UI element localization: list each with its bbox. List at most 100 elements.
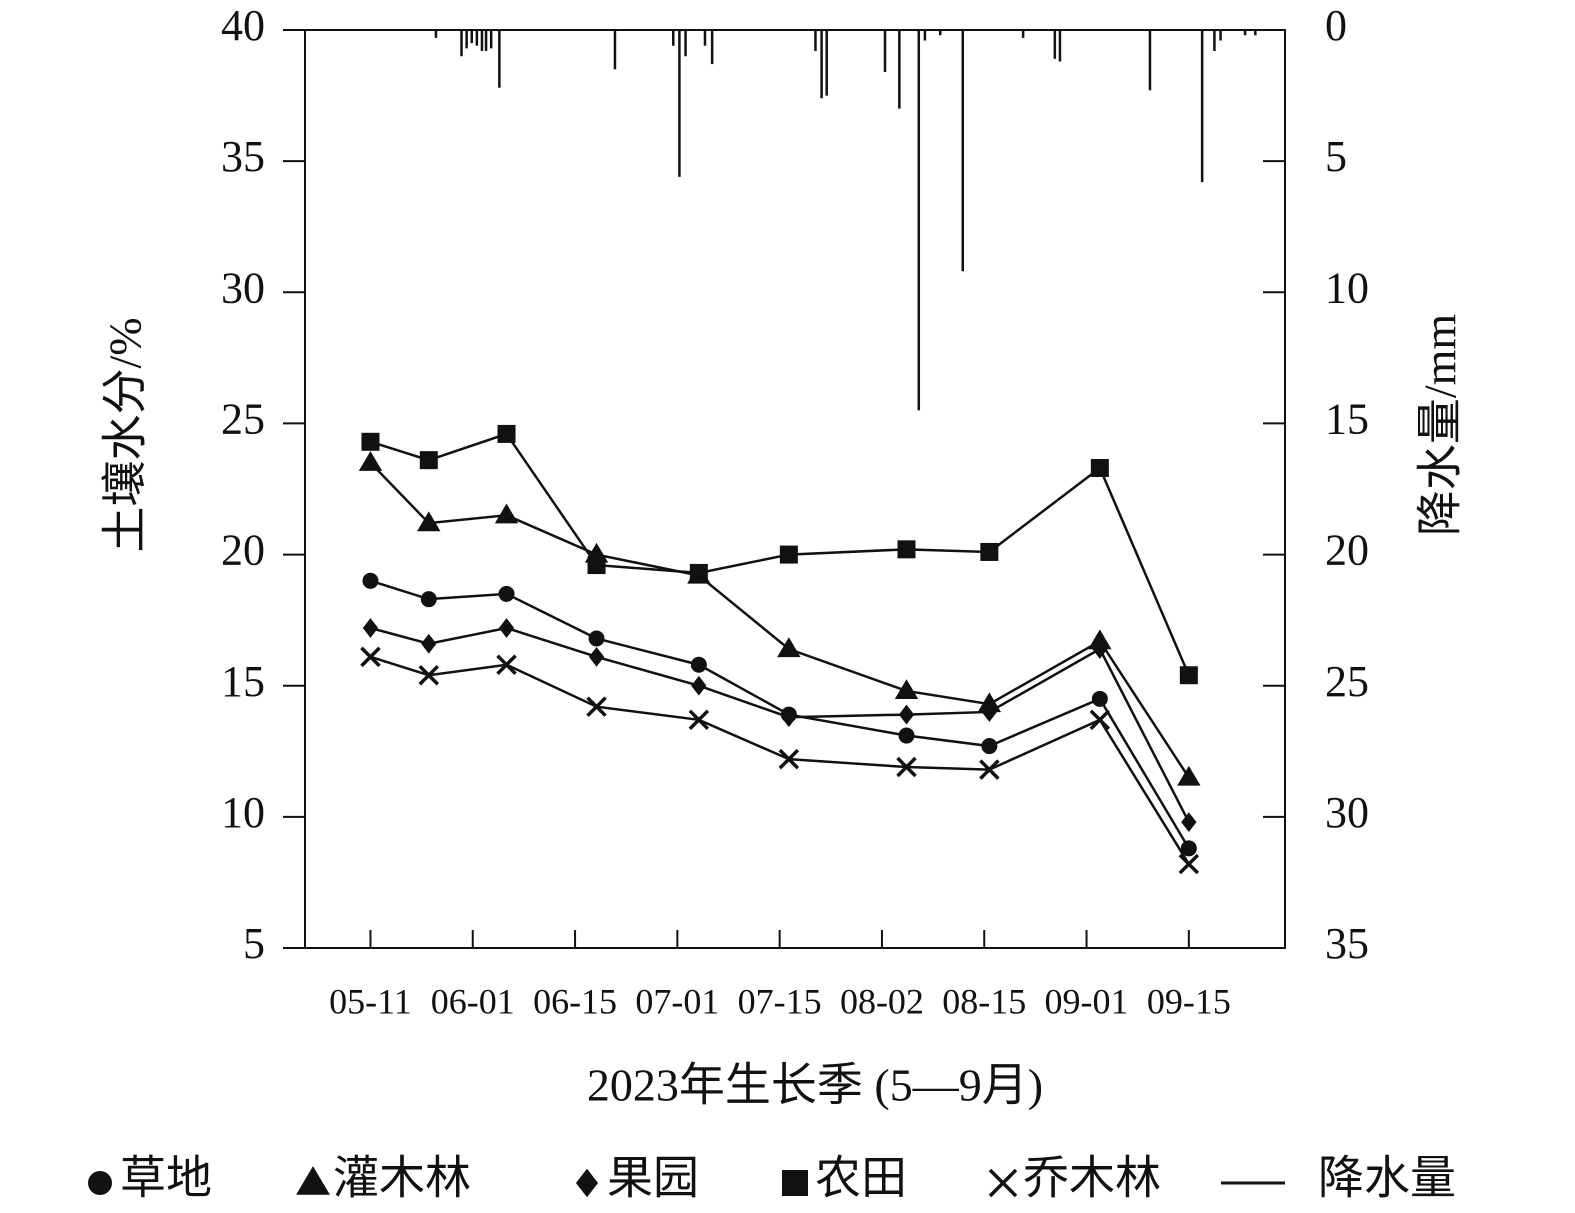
marker-square [361,432,380,451]
marker-shape [497,424,516,443]
x-tick-label: 07-01 [635,981,719,1021]
marker-shape [988,1168,1018,1198]
marker-shape [897,540,916,559]
marker-shape [777,637,801,658]
marker-circle [898,727,915,744]
marker-shape [1179,666,1198,685]
marker-square [587,556,606,575]
marker-square [779,545,798,564]
y2-tick-label: 0 [1325,1,1347,50]
marker-shape [588,630,605,647]
marker-square [1179,666,1198,685]
marker-shape [1092,639,1108,659]
y-tick-label: 30 [221,263,265,312]
marker-circle [1091,690,1108,707]
marker-square [689,563,708,582]
marker-shape [779,545,798,564]
series-line [369,461,1190,779]
marker-shape [498,618,515,638]
marker-shape [1089,709,1111,731]
series-line [370,655,1190,865]
y2-tick-label: 20 [1325,526,1369,575]
marker-triangle [894,679,919,700]
marker-shape [1091,690,1108,707]
marker-shape [494,503,519,524]
marker-triangle [296,1166,330,1195]
marker-shape [691,675,707,696]
y2-tick-label: 15 [1325,395,1369,444]
marker-shape [418,664,440,686]
marker-x [1178,853,1200,875]
marker-shape [980,542,999,561]
marker-shape [898,727,915,744]
marker-shape [575,1168,599,1198]
marker-circle [362,572,379,589]
y-tick-label: 25 [221,395,265,444]
marker-shape [88,1171,112,1195]
marker-circle [498,585,515,602]
marker-shape [1181,812,1197,833]
marker-triangle [417,511,441,532]
x-axis-title: 2023年生长季 (5—9月) [587,1060,1043,1111]
marker-diamond [588,646,605,667]
marker-diamond [981,702,998,722]
marker-circle [981,738,998,755]
marker-circle [88,1171,112,1195]
series-line [370,579,1190,849]
y2-axis-title: 降水量/mm [1415,314,1466,537]
marker-x [896,756,917,778]
marker-square [1090,459,1109,478]
x-tick-label: 07-15 [738,981,822,1021]
marker-x [586,696,607,717]
marker-circle [1180,840,1197,857]
marker-shape [498,585,515,602]
marker-shape [782,1170,808,1196]
marker-shape [898,704,915,725]
marker-shape [1180,840,1197,857]
marker-shape [417,511,441,532]
marker-square [897,540,916,559]
marker-shape [689,563,708,582]
marker-x [418,664,440,686]
marker-square [419,451,438,470]
y2-tick-label: 10 [1325,263,1369,312]
series-line [370,626,1190,823]
marker-diamond [575,1168,599,1198]
marker-x [988,1168,1018,1198]
marker-shape [1178,853,1200,875]
y2-tick-label: 30 [1325,788,1369,837]
marker-shape [688,709,710,731]
marker-diamond [898,704,915,725]
marker-circle [420,591,437,608]
legend-label: 乔木林 [1023,1153,1161,1204]
x-tick-label: 05-11 [329,981,412,1021]
marker-x [1089,709,1111,731]
legend-label: 草地 [120,1153,212,1204]
y-axis-title: 土壤水分/% [100,317,151,552]
marker-shape [1090,459,1109,478]
marker-triangle [777,637,801,658]
marker-square [980,542,999,561]
marker-x [496,654,517,675]
marker-shape [896,756,917,778]
marker-shape [588,646,605,667]
marker-diamond [421,633,437,654]
legend-label: 农田 [815,1153,907,1204]
marker-shape [420,591,437,608]
y-tick-label: 20 [221,526,265,575]
legend-label: 降水量 [1318,1153,1456,1204]
marker-shape [421,633,437,654]
y2-tick-label: 35 [1325,919,1369,968]
marker-shape [587,556,606,575]
marker-diamond [1092,639,1108,659]
x-tick-label: 09-01 [1045,981,1129,1021]
marker-shape [981,738,998,755]
marker-shape [362,618,379,638]
x-tick-label: 06-15 [533,981,617,1021]
marker-x [688,709,710,731]
marker-triangle [358,451,383,471]
marker-shape [362,572,379,589]
plot-frame [304,29,1286,949]
marker-shape [781,707,797,728]
